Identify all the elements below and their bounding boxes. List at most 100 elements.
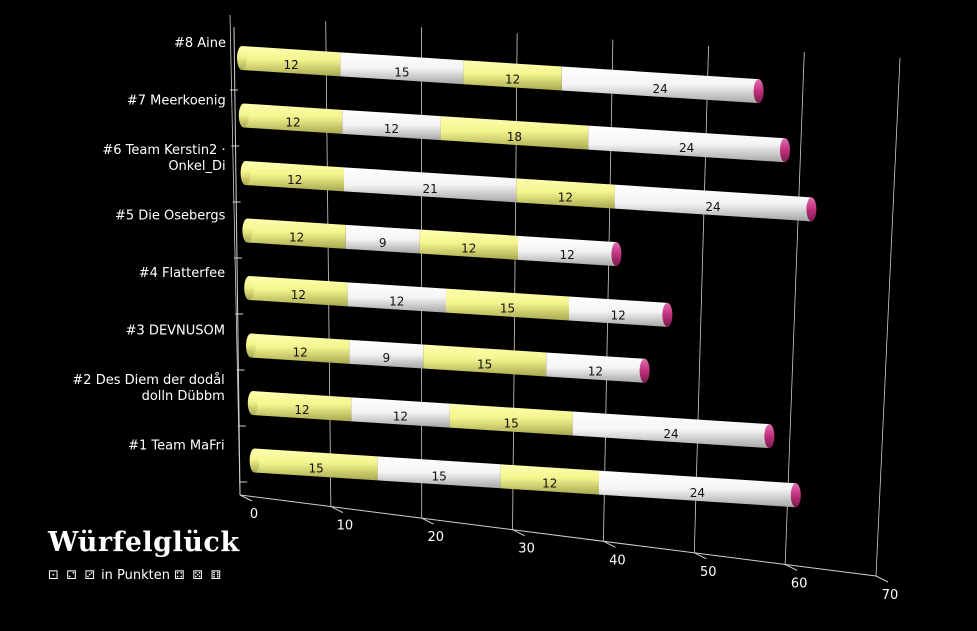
bar-segment (351, 397, 450, 428)
floor-tick (694, 552, 707, 560)
bar-segment (377, 456, 501, 489)
bar-value-label: 24 (663, 427, 678, 441)
grid-line (693, 45, 709, 553)
bar-value-label: 24 (705, 200, 720, 214)
brand-title: Würfelglück (48, 527, 240, 558)
category-label: #5 Die Osebergs (115, 209, 226, 224)
bar-segment (342, 109, 441, 141)
bar-segment (440, 116, 589, 150)
bar-row (242, 218, 622, 267)
bar-segment (252, 391, 352, 422)
bar-row (249, 448, 801, 508)
bar-row (246, 333, 650, 383)
x-tick-label: 30 (518, 542, 535, 557)
bar-row (240, 161, 817, 222)
floor-tick (784, 563, 798, 571)
bar-end-cap (790, 483, 801, 508)
bar-segment (614, 184, 812, 222)
bar-segment (463, 60, 562, 91)
grid-line (512, 33, 518, 530)
bar-value-label: 12 (560, 248, 575, 262)
bar-end-cap (806, 197, 817, 222)
bar-segment (254, 448, 378, 481)
bar-segment (588, 125, 785, 163)
bar-segment (419, 229, 518, 260)
bar-value-label: 15 (308, 461, 323, 475)
category-label: #1 Team MaFri (128, 439, 224, 454)
x-tick-label: 70 (882, 588, 899, 603)
labels: 0 10 20 30 40 50 60 70 #8 Aine 12 15 12 24 #7 Meerkoe… (72, 36, 898, 603)
bar-value-label: 12 (291, 288, 306, 302)
bar-segment (247, 218, 346, 249)
bar-value-label: 12 (293, 346, 308, 360)
grid-line (603, 39, 614, 542)
bar-value-label: 12 (289, 231, 304, 245)
bar-value-label: 12 (287, 173, 302, 187)
y-axis-line (233, 26, 241, 496)
bar-value-label: 12 (461, 242, 476, 256)
bar-value-label: 12 (389, 294, 404, 308)
bar-segment (599, 470, 796, 508)
bar-segment (446, 288, 569, 321)
bar-start-cap (249, 448, 260, 473)
floor-tick (603, 540, 616, 548)
x-tick-label: 40 (609, 553, 626, 568)
bar-end-cap (639, 358, 650, 383)
bar-segment (518, 235, 617, 267)
bar-segment (449, 403, 573, 436)
bar-segment (249, 276, 348, 307)
category-label: #4 Flatterfee (139, 266, 225, 281)
bar-segment (245, 161, 344, 192)
bar-end-cap (662, 302, 673, 327)
bar-value-label: 15 (431, 469, 446, 483)
x-tick-label: 20 (427, 530, 444, 545)
bar-value-label: 12 (294, 403, 309, 417)
brand-subtitle: in Punkten (101, 568, 170, 583)
category-label: #3 DEVNUSOM (126, 324, 225, 339)
x-axis-line (239, 494, 877, 577)
bar-segment (251, 333, 350, 364)
grid-line (875, 57, 901, 577)
bar-segment (569, 296, 668, 327)
x-tick-label: 0 (250, 507, 258, 522)
grid-line (229, 14, 241, 496)
bar-start-cap (246, 333, 256, 358)
bar-value-label: 21 (422, 182, 437, 196)
floor-tick (875, 575, 889, 583)
bar-value-label: 12 (384, 122, 399, 136)
bar-end-cap (764, 424, 775, 449)
bar-segment (345, 224, 420, 254)
category-label: #7 Meerkoenig (127, 94, 226, 109)
bar-value-label: 9 (382, 351, 390, 365)
brand-subtitle-row: ⚀ ⚁ ⚂ in Punkten ⚃ ⚄ ⚅ (48, 566, 240, 585)
bar-value-label: 18 (507, 130, 522, 144)
floor-tick (239, 494, 253, 502)
bar-value-label: 12 (284, 58, 299, 72)
bar-segment (546, 352, 645, 383)
bar-value-label: 12 (285, 116, 300, 130)
bar-segment (340, 52, 464, 85)
bar-row (238, 103, 790, 163)
bar-start-cap (240, 161, 251, 185)
x-tick-label: 10 (337, 519, 354, 534)
category-label: #2 Des Diem der dodål dolln Dübbm (72, 373, 224, 404)
bar-segment (423, 344, 547, 377)
bar-value-label: 12 (542, 476, 557, 490)
bar-segment (349, 339, 424, 369)
bar-end-cap (780, 138, 790, 163)
bar-segment (242, 46, 341, 77)
bar-row (247, 391, 775, 449)
bar-value-label: 12 (588, 365, 603, 379)
bar-segment (516, 178, 615, 209)
grid-line (784, 51, 805, 565)
bar-value-label: 24 (653, 82, 668, 96)
bar-segment (344, 167, 517, 203)
bar-start-cap (242, 218, 253, 243)
x-tick-label: 50 (700, 565, 717, 580)
bar-value-label: 12 (558, 191, 573, 205)
floor-tick (330, 506, 344, 514)
bar-segment (500, 464, 599, 495)
bar-segment (572, 411, 770, 449)
bar-start-cap (247, 391, 258, 415)
